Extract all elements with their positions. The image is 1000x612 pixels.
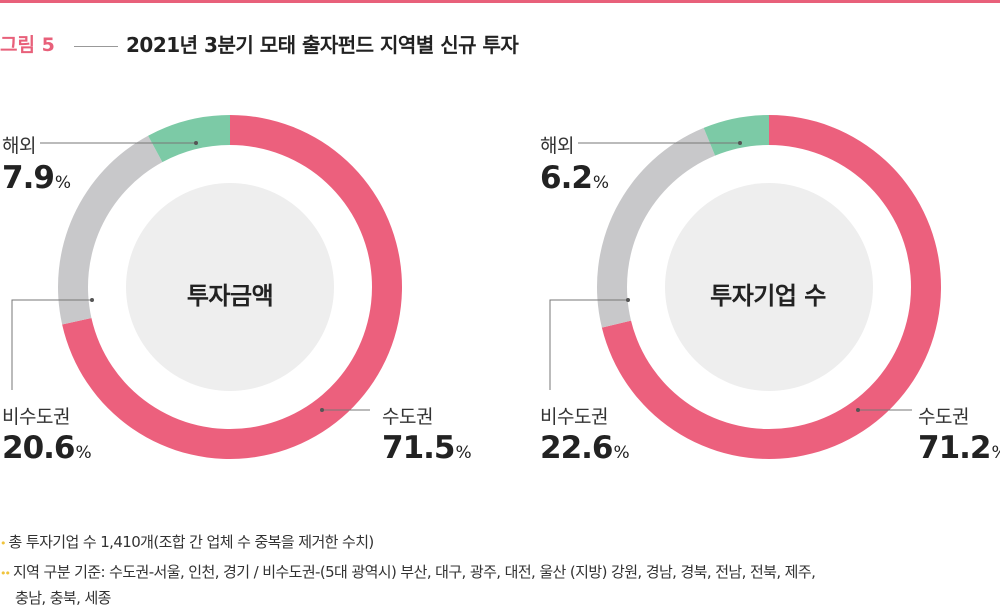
chart2-slice-overseas bbox=[703, 115, 769, 156]
note-3: 충남, 충북, 세종 bbox=[15, 586, 111, 610]
chart1-slice-nonmetro bbox=[58, 135, 163, 325]
note-1-text: 총 투자기업 수 1,410개(조합 간 업체 수 중복을 제거한 수치) bbox=[8, 533, 375, 551]
chart2-leader-dot-nonmetro bbox=[626, 298, 630, 302]
chart2-center-label: 투자기업 수 bbox=[710, 282, 826, 310]
note-2-bullet: •• bbox=[0, 567, 11, 580]
chart2-center-circle bbox=[665, 183, 873, 391]
figure-title-divider bbox=[74, 46, 118, 47]
note-1-bullet: • bbox=[0, 537, 6, 550]
chart1-slice-overseas bbox=[148, 115, 230, 163]
chart2-metro-label: 수도권 bbox=[918, 406, 969, 428]
chart2-overseas-label: 해외 bbox=[540, 135, 574, 157]
chart1-nonmetro-label: 비수도권 bbox=[2, 406, 70, 428]
chart2-slice-nonmetro bbox=[597, 127, 716, 328]
note-2-text: 지역 구분 기준: 수도권-서울, 인천, 경기 / 비수도권-(5대 광역시)… bbox=[12, 563, 816, 581]
note-1: • 총 투자기업 수 1,410개(조합 간 업체 수 중복을 제거한 수치) bbox=[0, 530, 374, 556]
note-3-text: 충남, 충북, 세종 bbox=[15, 589, 111, 607]
chart1-center-circle bbox=[126, 183, 334, 391]
chart1-leader-dot-metro bbox=[320, 408, 324, 412]
chart1-metro-label: 수도권 bbox=[382, 406, 433, 428]
chart2-nonmetro-value: 22.6% bbox=[540, 430, 630, 466]
note-2: •• 지역 구분 기준: 수도권-서울, 인천, 경기 / 비수도권-(5대 광역… bbox=[0, 560, 816, 586]
chart1-leader-dot-nonmetro bbox=[90, 298, 94, 302]
chart1-center-label: 투자금액 bbox=[186, 282, 274, 310]
chart1-nonmetro-value: 20.6% bbox=[2, 430, 92, 466]
chart2-nonmetro-label: 비수도권 bbox=[540, 406, 608, 428]
figure-label: 그림 5 bbox=[0, 34, 55, 56]
chart1-leader-nonmetro bbox=[11, 299, 92, 390]
chart2-leader-nonmetro bbox=[549, 299, 628, 390]
chart2-leader-dot-metro bbox=[856, 408, 860, 412]
chart1-overseas-label: 해외 bbox=[2, 135, 36, 157]
chart2-overseas-value: 6.2% bbox=[540, 160, 609, 196]
figure-title: 2021년 3분기 모태 출자펀드 지역별 신규 투자 bbox=[126, 33, 519, 57]
chart2-metro-value: 71.2% bbox=[918, 430, 1000, 466]
top-rule bbox=[0, 0, 1000, 3]
chart2-leader-dot-overseas bbox=[738, 141, 742, 145]
chart1-metro-value: 71.5% bbox=[382, 430, 472, 466]
chart1-overseas-value: 7.9% bbox=[2, 160, 71, 196]
chart1-leader-dot-overseas bbox=[194, 141, 198, 145]
